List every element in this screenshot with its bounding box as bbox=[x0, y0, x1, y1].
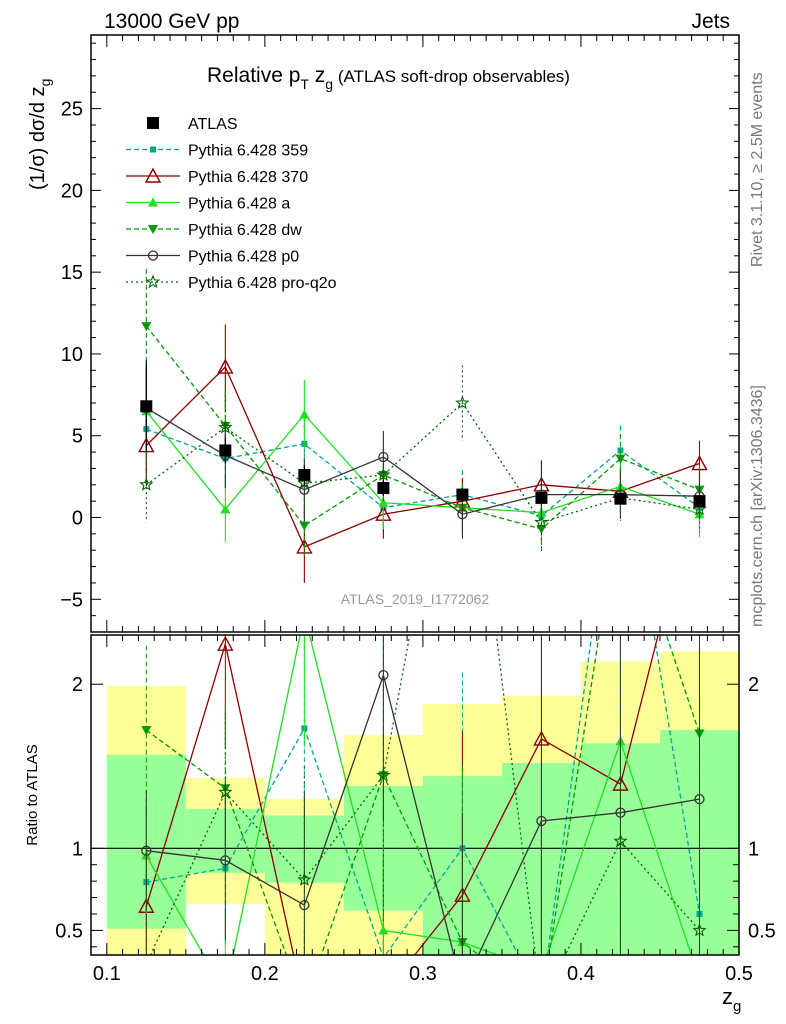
legend-entry: Pythia 6.428 pro-q2o bbox=[126, 274, 337, 292]
ratio-point bbox=[220, 855, 231, 866]
ratio-y-tick-label-right: 0.5 bbox=[748, 920, 776, 942]
data-point bbox=[218, 420, 233, 434]
data-point bbox=[457, 509, 468, 520]
atlas-point bbox=[456, 488, 469, 501]
y-tick-label: 15 bbox=[61, 262, 83, 284]
x-tick-label: 0.1 bbox=[93, 963, 121, 985]
ratio-line bbox=[145, 635, 701, 955]
series-line bbox=[146, 428, 700, 517]
x-tick-label: 0.5 bbox=[725, 963, 753, 985]
legend-entry: Pythia 6.428 p0 bbox=[126, 249, 299, 266]
legend-label: Pythia 6.428 370 bbox=[188, 169, 308, 186]
ratio-series-5 bbox=[145, 635, 707, 955]
legend-marker bbox=[150, 146, 156, 153]
data-point bbox=[692, 501, 707, 516]
y-axis-label: (1/σ) dσ/d zg bbox=[27, 79, 53, 190]
ratio-y-tick-label: 2 bbox=[72, 674, 83, 696]
ratio-y-axis-label: Ratio to ATLAS bbox=[24, 744, 41, 845]
legend-label: Pythia 6.428 359 bbox=[188, 143, 308, 160]
legend-label: Pythia 6.428 p0 bbox=[188, 249, 299, 266]
ratio-plot-frame bbox=[90, 634, 740, 956]
ratio-line bbox=[146, 635, 701, 955]
ratio-point bbox=[141, 726, 152, 736]
data-point bbox=[139, 477, 154, 491]
legend-label: Pythia 6.428 dw bbox=[188, 222, 302, 239]
y-tick-label: 10 bbox=[61, 344, 83, 366]
header-left: 13000 GeV pp bbox=[104, 10, 239, 33]
ratio-line bbox=[146, 672, 700, 955]
legend-marker bbox=[148, 225, 158, 234]
y-tick-label: 5 bbox=[72, 426, 83, 448]
ratio-line bbox=[145, 635, 693, 955]
legend-label: ATLAS bbox=[188, 116, 238, 133]
atlas-point bbox=[298, 468, 311, 481]
x-axis-label: zg bbox=[722, 984, 741, 1015]
y-tick-label: 25 bbox=[61, 99, 83, 121]
ratio-point bbox=[694, 793, 705, 805]
x-tick-label: 0.2 bbox=[251, 963, 279, 985]
atlas-point bbox=[140, 400, 153, 413]
ratio-y-tick-label: 1 bbox=[72, 838, 83, 860]
atlas-point bbox=[535, 491, 548, 504]
ratio-y-tick-label-right: 2 bbox=[748, 674, 759, 696]
atlas-point bbox=[693, 495, 706, 508]
data-point bbox=[297, 475, 312, 490]
data-point bbox=[299, 521, 310, 531]
legend-entry: Pythia 6.428 370 bbox=[126, 167, 308, 186]
ratio-point bbox=[141, 845, 152, 856]
ratio-point bbox=[536, 815, 547, 827]
ratio-point bbox=[692, 922, 707, 937]
x-tick-label: 0.4 bbox=[567, 963, 595, 985]
legend-marker bbox=[144, 167, 162, 183]
data-point bbox=[376, 467, 391, 481]
y-tick-label: −5 bbox=[60, 589, 83, 611]
legend-entry: ATLAS bbox=[147, 116, 238, 133]
series-line bbox=[145, 410, 700, 515]
rivet-label: Rivet 3.1.10, ≥ 2.5M events bbox=[749, 72, 766, 267]
legend-marker bbox=[147, 117, 159, 129]
ratio-point bbox=[299, 899, 310, 911]
ratio-point bbox=[297, 872, 312, 886]
data-point bbox=[615, 454, 626, 464]
data-point bbox=[220, 504, 231, 514]
chart-title: Relative pT zg (ATLAS soft-drop observab… bbox=[207, 64, 570, 92]
atlas-point bbox=[377, 482, 390, 495]
ratio-point bbox=[378, 925, 389, 935]
data-point bbox=[299, 409, 310, 419]
data-point bbox=[378, 497, 389, 507]
ratio-y-tick-label-right: 1 bbox=[748, 838, 759, 860]
ratio-point bbox=[217, 635, 234, 651]
series-atlas bbox=[140, 360, 706, 508]
watermark: ATLAS_2019_I1772062 bbox=[341, 591, 490, 607]
y-tick-label: 0 bbox=[72, 508, 83, 530]
legend-marker bbox=[148, 197, 158, 207]
legend-entry: Pythia 6.428 a bbox=[126, 196, 290, 213]
series-line bbox=[145, 407, 700, 515]
legend-entry: Pythia 6.428 dw bbox=[126, 222, 302, 239]
y-tick-label: 20 bbox=[61, 180, 83, 202]
legend-entry: Pythia 6.428 359 bbox=[126, 143, 308, 160]
series-line bbox=[145, 325, 700, 530]
data-point bbox=[534, 514, 549, 529]
ratio-y-tick-label: 0.5 bbox=[55, 920, 83, 942]
atlas-point bbox=[219, 444, 232, 457]
ratio-point bbox=[613, 833, 628, 848]
data-point bbox=[217, 358, 234, 374]
legend-marker bbox=[147, 250, 159, 261]
data-point bbox=[141, 322, 152, 332]
legend-marker bbox=[145, 274, 161, 289]
data-point bbox=[378, 451, 389, 463]
legend-label: Pythia 6.428 pro-q2o bbox=[188, 275, 337, 292]
legend-label: Pythia 6.428 a bbox=[188, 196, 290, 213]
header-right: Jets bbox=[691, 10, 730, 33]
atlas-point bbox=[614, 492, 627, 505]
main-plot-frame bbox=[90, 34, 740, 633]
x-tick-label: 0.3 bbox=[409, 963, 437, 985]
ratio-point bbox=[376, 767, 391, 782]
data-point bbox=[455, 395, 470, 410]
mcplots-label: mcplots.cern.ch [arXiv:1306.3436] bbox=[749, 385, 766, 627]
ratio-point bbox=[218, 784, 233, 799]
